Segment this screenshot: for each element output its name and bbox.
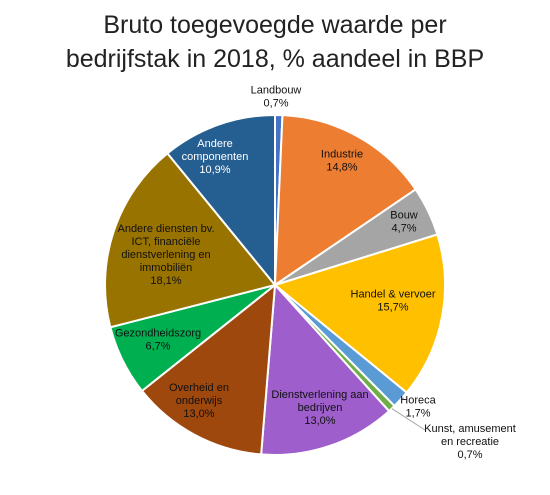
slice-label-handel-vervoer: Handel & vervoer 15,7%: [351, 289, 436, 314]
slice-label-landbouw: Landbouw 0,7%: [251, 85, 302, 110]
slice-label-horeca: Horeca 1,7%: [400, 395, 436, 420]
slice-label-line: 13,0%: [183, 408, 214, 420]
slice-label-line: bedrijven: [298, 402, 343, 414]
slice-label-line: immobiliën: [140, 262, 193, 274]
slice-label-line: 4,7%: [391, 223, 416, 235]
slice-label-andere-diensten: Andere diensten bv. ICT, financiële dienst…: [117, 223, 214, 287]
slice-label-industrie: Industrie 14,8%: [321, 149, 363, 174]
slice-label-line: 13,0%: [304, 415, 335, 427]
pie-slice-handel-vervoer: [272, 233, 447, 394]
slice-label-line: en recreatie: [441, 436, 499, 448]
slice-label-line: Industrie: [321, 149, 363, 161]
slice-label-line: Handel & vervoer: [351, 289, 436, 301]
chart-title-line-2: bedrijfstak in 2018, % aandeel in BBP: [65, 45, 485, 73]
slice-label-line: 10,9%: [199, 164, 230, 176]
slice-label-line: onderwijs: [176, 395, 223, 407]
slice-labels: Landbouw 0,7%Industrie 14,8%Bouw 4,7%Handel…: [115, 85, 516, 462]
slice-label-overheid-onderwijs: Overheid en onderwijs 13,0%: [169, 382, 229, 420]
slice-label-kunst-amusement-recreatie: Kunst, amusement en recreatie 0,7%: [424, 423, 516, 461]
slice-label-line: dienstverlening en: [121, 249, 210, 261]
slice-label-line: Landbouw: [251, 85, 302, 97]
slice-label-line: 0,7%: [457, 449, 482, 461]
pie-slice-overheid-onderwijs: [140, 282, 277, 456]
leader-line-horeca: [400, 397, 405, 400]
leader-lines: [391, 397, 426, 431]
chart-title-line-1: Bruto toegevoegde waarde per: [103, 11, 447, 39]
slice-label-line: Bouw: [390, 210, 418, 222]
slice-label-line: 14,8%: [326, 162, 357, 174]
pie-slice-andere-diensten: [103, 151, 277, 329]
slice-label-line: 15,7%: [377, 302, 408, 314]
slice-label-line: Kunst, amusement: [424, 423, 516, 435]
slice-label-line: 0,7%: [263, 98, 288, 110]
slice-label-line: ICT, financiële: [131, 236, 200, 248]
slice-label-line: Dienstverlening aan: [271, 389, 368, 401]
slice-label-line: 1,7%: [405, 408, 430, 420]
slice-label-line: Horeca: [400, 395, 436, 407]
slice-label-line: Overheid en: [169, 382, 229, 394]
slice-label-dienstverlening-bedrijven: Dienstverlening aan bedrijven 13,0%: [271, 389, 368, 427]
slice-label-bouw: Bouw 4,7%: [390, 210, 418, 235]
slice-label-line: Andere diensten bv.: [117, 223, 214, 235]
slice-label-andere-componenten: Andere componenten 10,9%: [182, 138, 249, 176]
pie-slice-andere-componenten: [166, 113, 276, 288]
leader-line-kunst-amusement-recreatie: [391, 408, 426, 431]
pie-slices: [103, 113, 447, 456]
pie-slice-dienstverlening-bedrijven: [260, 282, 391, 456]
slice-label-line: Gezondheidszorg: [115, 328, 201, 340]
slice-label-gezondheidszorg: Gezondheidszorg 6,7%: [115, 328, 201, 353]
slice-label-line: 18,1%: [150, 275, 181, 287]
pie-slice-industrie: [273, 114, 417, 287]
slice-label-line: 6,7%: [145, 341, 170, 353]
chart-title: Bruto toegevoegde waarde per bedrijfstak…: [0, 8, 550, 76]
slice-label-line: Andere: [197, 138, 232, 150]
slice-label-line: componenten: [182, 151, 249, 163]
